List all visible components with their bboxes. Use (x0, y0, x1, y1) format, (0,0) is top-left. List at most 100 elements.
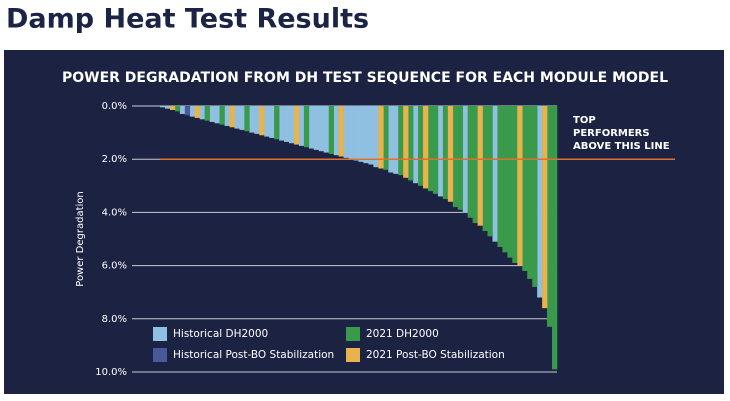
bar (522, 106, 528, 271)
bar (199, 106, 205, 120)
bar (542, 106, 548, 309)
bar (472, 106, 478, 224)
bar (249, 106, 255, 133)
bar (323, 106, 330, 153)
bar (363, 106, 369, 164)
bar (442, 106, 449, 200)
bar (219, 106, 225, 125)
bar (517, 106, 523, 266)
annotation: ABOVE THIS LINE (573, 141, 670, 152)
y-tick-label: 6.0% (102, 261, 127, 272)
bar (353, 106, 359, 161)
bar (388, 106, 394, 173)
bar (259, 106, 265, 136)
bar (373, 106, 379, 168)
bar (537, 106, 543, 298)
bar (358, 106, 364, 162)
bar (477, 106, 483, 226)
legend-label: Historical DH2000 (173, 328, 268, 340)
bar (532, 106, 538, 287)
bar (269, 106, 275, 138)
bar (229, 106, 235, 128)
bar (333, 106, 339, 156)
bar (452, 106, 459, 208)
bar (239, 106, 245, 130)
bar (303, 106, 310, 148)
bar (214, 106, 220, 124)
bar (308, 106, 315, 149)
bar (423, 106, 429, 189)
bar (204, 106, 210, 121)
bar (437, 106, 444, 197)
bar (194, 106, 200, 118)
bar (368, 106, 374, 165)
y-tick-label: 8.0% (102, 314, 127, 325)
legend-label: 2021 DH2000 (366, 328, 439, 340)
bar (552, 106, 558, 370)
bar (179, 106, 186, 114)
bar (487, 106, 493, 237)
legend-swatch (346, 327, 360, 341)
bar (393, 106, 399, 174)
bar (348, 106, 354, 160)
bar (293, 106, 300, 145)
bar (403, 106, 409, 178)
bar (244, 106, 250, 132)
y-tick-label: 10.0% (95, 367, 127, 378)
bar (289, 106, 295, 144)
bar (398, 106, 404, 176)
bar (279, 106, 285, 141)
bar (418, 106, 424, 186)
bar (343, 106, 349, 158)
bar (482, 106, 488, 232)
bar (408, 106, 414, 181)
bar (527, 106, 533, 279)
bar (502, 106, 508, 253)
bar (264, 106, 270, 137)
bar (224, 106, 230, 126)
legend-swatch (153, 327, 167, 341)
bar (313, 106, 320, 150)
legend-swatch (346, 348, 360, 362)
legend-swatch (153, 348, 167, 362)
legend-label: Historical Post-BO Stabilization (173, 349, 334, 361)
bar (457, 106, 464, 210)
chart-title: POWER DEGRADATION FROM DH TEST SEQUENCE … (62, 70, 668, 86)
y-axis-label: Power Degradation (75, 191, 86, 286)
bar (497, 106, 503, 247)
bar (492, 106, 498, 242)
annotation: PERFORMERS (573, 128, 650, 139)
bar (274, 106, 280, 140)
y-tick-label: 0.0% (102, 101, 127, 112)
bar (547, 106, 553, 327)
bar (447, 106, 454, 202)
legend-label: 2021 Post-BO Stabilization (366, 349, 505, 361)
annotation: TOP (573, 115, 596, 126)
bar (164, 106, 171, 109)
bar (338, 106, 344, 157)
bar (467, 106, 473, 218)
bar (507, 106, 513, 258)
bar (512, 106, 518, 263)
bar (234, 106, 240, 129)
bar (174, 106, 181, 112)
bar (184, 106, 191, 116)
bar (383, 106, 389, 170)
bar (254, 106, 260, 134)
page-title: Damp Heat Test Results (6, 4, 369, 35)
bar (328, 106, 334, 154)
bar (298, 106, 305, 146)
bar (427, 106, 434, 192)
bar (378, 106, 384, 169)
bar (432, 106, 439, 194)
bar (284, 106, 290, 142)
bar (189, 106, 196, 117)
bar (160, 106, 166, 108)
bar (169, 106, 176, 110)
y-tick-label: 2.0% (102, 154, 127, 165)
bar (318, 106, 325, 152)
y-tick-label: 4.0% (102, 207, 127, 218)
bar (413, 106, 419, 184)
